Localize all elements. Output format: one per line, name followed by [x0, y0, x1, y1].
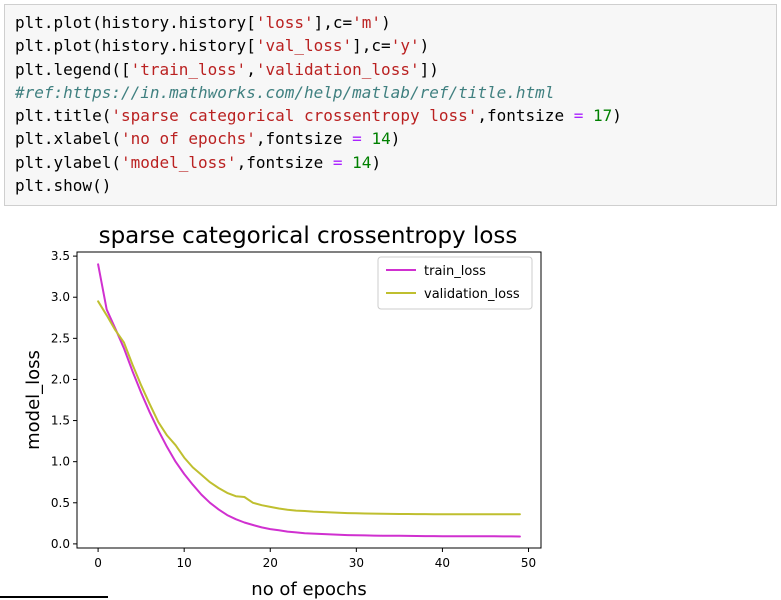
y-tick-label: 0.0: [51, 537, 70, 551]
code-line-8: plt.show(): [15, 176, 112, 196]
x-axis-ticks: 0 10 20 30 40 50: [94, 548, 536, 570]
y-tick-label: 1.0: [51, 455, 70, 469]
code-cell[interactable]: plt.plot(history.history['loss'],c='m') …: [4, 4, 777, 206]
y-axis-label: model_loss: [23, 350, 44, 450]
train-loss-line: [97, 263, 521, 538]
y-tick-label: 1.5: [51, 414, 70, 428]
plot-area: [76, 251, 542, 549]
y-axis-ticks: 0.0 0.5 1.0 1.5 2.0 2.5 3.0 3.5: [51, 249, 77, 551]
code-editor[interactable]: plt.plot(history.history['loss'],c='m') …: [5, 5, 776, 197]
code-line-3: plt.legend(['train_loss','validation_los…: [15, 59, 439, 79]
x-axis-label: no of epochs: [251, 579, 366, 600]
output-plot: sparse categorical crossentropy loss 0.0…: [23, 223, 542, 600]
y-tick-label: 2.0: [51, 372, 70, 386]
y-tick-label: 2.5: [51, 331, 70, 345]
x-tick-label: 20: [263, 556, 278, 570]
x-tick-label: 0: [94, 556, 102, 570]
code-line-6: plt.xlabel('no of epochs',fontsize = 14): [15, 129, 401, 149]
series-lines: [97, 263, 521, 538]
x-tick-label: 40: [435, 556, 450, 570]
legend-box: [377, 256, 533, 310]
y-tick-label: 3.0: [51, 290, 70, 304]
chart-title: sparse categorical crossentropy loss: [99, 223, 518, 249]
legend: train_loss validation_loss: [377, 256, 533, 310]
x-tick-label: 10: [177, 556, 192, 570]
x-tick-label: 30: [349, 556, 364, 570]
code-line-1: plt.plot(history.history['loss'],c='m'): [15, 13, 391, 32]
validation-loss-line: [97, 300, 521, 516]
legend-validation-label: validation_loss: [424, 287, 520, 302]
code-line-4: #ref:https://in.mathworks.com/help/matla…: [15, 82, 555, 102]
code-line-7: plt.ylabel('model_loss',fontsize = 14): [15, 152, 382, 172]
output-divider: [0, 596, 108, 598]
legend-train-label: train_loss: [424, 264, 486, 279]
y-tick-label: 3.5: [51, 249, 70, 263]
y-tick-label: 0.5: [51, 496, 70, 510]
code-line-2: plt.plot(history.history['val_loss'],c='…: [15, 36, 430, 56]
code-line-5: plt.title('sparse categorical crossentro…: [15, 106, 622, 126]
x-tick-label: 50: [521, 556, 536, 570]
